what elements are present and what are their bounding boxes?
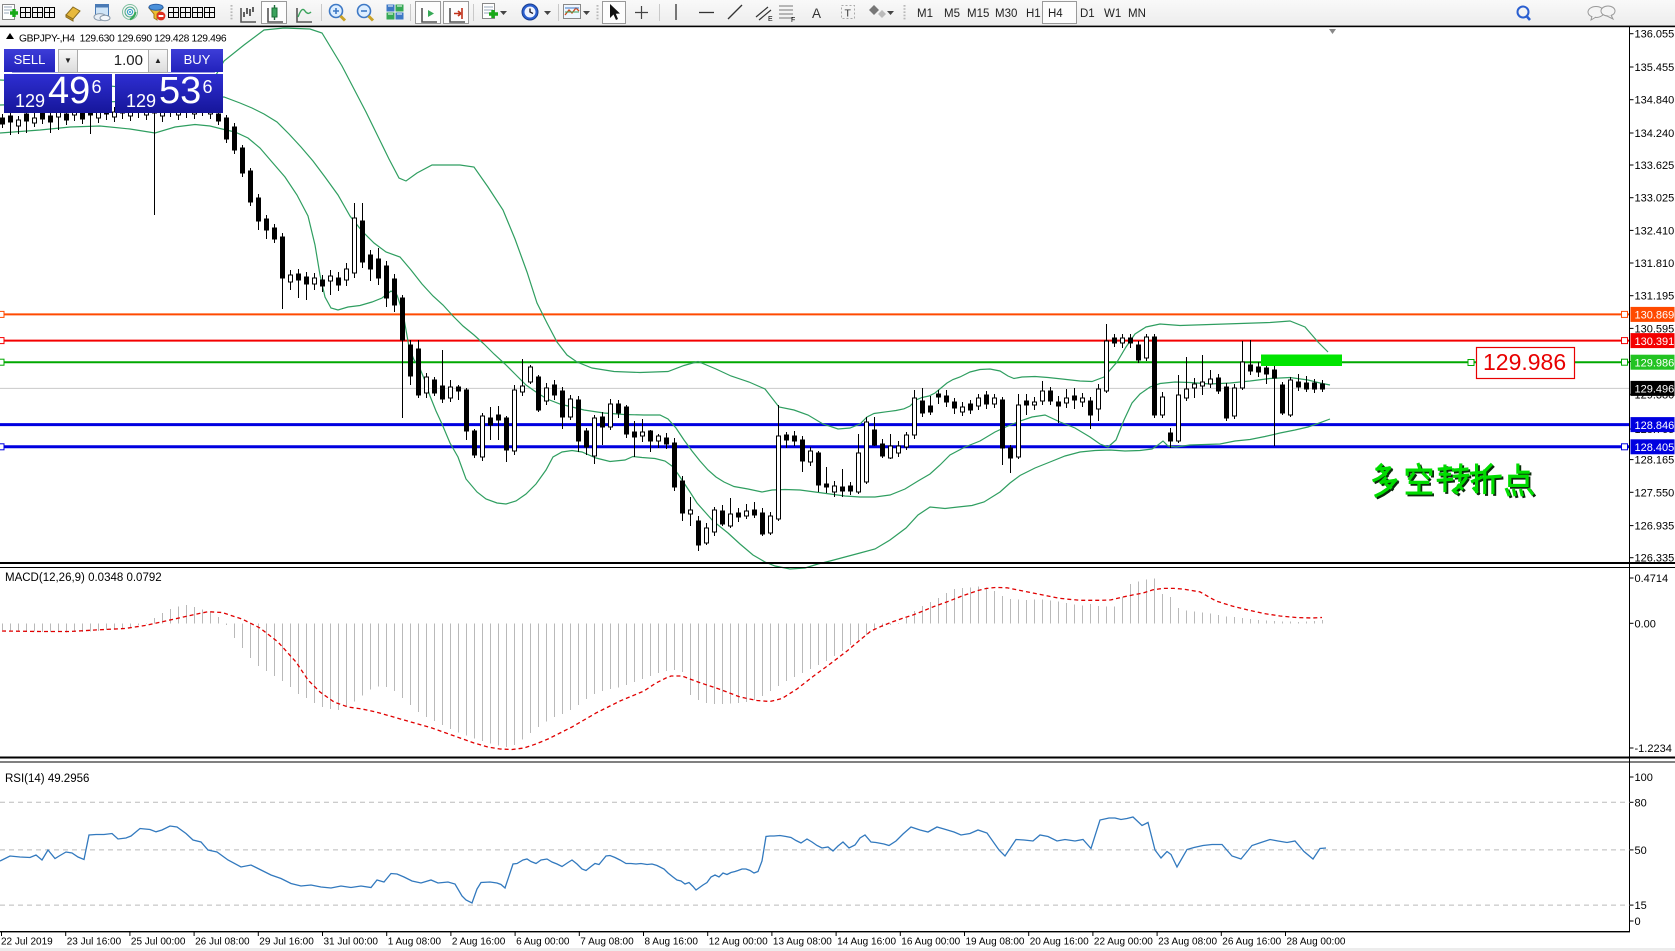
svg-text:F: F — [791, 17, 795, 24]
svg-text:13 Aug 08:00: 13 Aug 08:00 — [773, 937, 832, 948]
svg-text:134.840: 134.840 — [1635, 95, 1675, 107]
svg-text:136.055: 136.055 — [1635, 29, 1675, 41]
svg-text:128.846: 128.846 — [1635, 420, 1675, 432]
svg-text:19 Aug 08:00: 19 Aug 08:00 — [966, 937, 1025, 948]
svg-text:128.165: 128.165 — [1635, 455, 1675, 467]
svg-text:100: 100 — [1635, 772, 1653, 784]
svg-text:1 Aug 08:00: 1 Aug 08:00 — [388, 937, 442, 948]
svg-text:MACD(12,26,9) 0.0348 0.0792: MACD(12,26,9) 0.0348 0.0792 — [5, 572, 162, 584]
svg-text:132.410: 132.410 — [1635, 225, 1675, 237]
svg-text:A: A — [812, 6, 821, 21]
svg-text:133.025: 133.025 — [1635, 193, 1675, 205]
svg-text:12 Aug 00:00: 12 Aug 00:00 — [709, 937, 768, 948]
svg-text:T: T — [845, 8, 852, 20]
svg-text:-1.2234: -1.2234 — [1635, 743, 1672, 755]
svg-text:28 Aug 00:00: 28 Aug 00:00 — [1287, 937, 1346, 948]
svg-text:26 Aug 16:00: 26 Aug 16:00 — [1222, 937, 1281, 948]
svg-text:134.240: 134.240 — [1635, 128, 1675, 140]
svg-text:M5: M5 — [944, 8, 960, 20]
svg-text:16 Aug 00:00: 16 Aug 00:00 — [901, 937, 960, 948]
svg-text:130.391: 130.391 — [1635, 336, 1675, 348]
svg-text:D1: D1 — [1080, 8, 1095, 20]
svg-text:22 Aug 00:00: 22 Aug 00:00 — [1094, 937, 1153, 948]
svg-text:26 Jul 08:00: 26 Jul 08:00 — [195, 937, 250, 948]
svg-text:7 Aug 08:00: 7 Aug 08:00 — [580, 937, 634, 948]
svg-text:129.986: 129.986 — [1635, 357, 1675, 369]
svg-text:H1: H1 — [1026, 8, 1041, 20]
svg-text:129.496: 129.496 — [1635, 384, 1675, 396]
svg-text:0.00: 0.00 — [1635, 618, 1656, 630]
svg-text:127.550: 127.550 — [1635, 487, 1675, 499]
svg-text:0.4714: 0.4714 — [1635, 573, 1669, 585]
svg-text:50: 50 — [1635, 845, 1647, 857]
svg-text:128.405: 128.405 — [1635, 442, 1675, 454]
svg-text:23 Jul 16:00: 23 Jul 16:00 — [67, 937, 122, 948]
svg-text:31 Jul 00:00: 31 Jul 00:00 — [324, 937, 379, 948]
svg-text:6 Aug 00:00: 6 Aug 00:00 — [516, 937, 570, 948]
svg-text:130.869: 130.869 — [1635, 310, 1675, 322]
svg-text:133.625: 133.625 — [1635, 160, 1675, 172]
svg-text:GBPJPY-,H4 129.630 129.690 12: GBPJPY-,H4 129.630 129.690 129.428 129.4… — [19, 34, 227, 45]
svg-text:129.986: 129.986 — [1483, 349, 1566, 375]
svg-text:20 Aug 16:00: 20 Aug 16:00 — [1030, 937, 1089, 948]
svg-text:130.595: 130.595 — [1635, 323, 1675, 335]
svg-text:2 Aug 16:00: 2 Aug 16:00 — [452, 937, 506, 948]
svg-text:135.455: 135.455 — [1635, 62, 1675, 74]
svg-text:25 Jul 00:00: 25 Jul 00:00 — [131, 937, 186, 948]
svg-text:126.935: 126.935 — [1635, 521, 1675, 533]
svg-text:MN: MN — [1128, 8, 1146, 20]
svg-text:22 Jul 2019: 22 Jul 2019 — [1, 937, 53, 948]
svg-text:0: 0 — [1635, 916, 1641, 928]
svg-text:H4: H4 — [1048, 8, 1063, 20]
svg-text:E: E — [768, 16, 773, 23]
svg-text:14 Aug 16:00: 14 Aug 16:00 — [837, 937, 896, 948]
svg-text:126.335: 126.335 — [1635, 553, 1675, 565]
svg-text:23 Aug 08:00: 23 Aug 08:00 — [1158, 937, 1217, 948]
svg-text:131.195: 131.195 — [1635, 291, 1675, 303]
svg-text:M1: M1 — [917, 8, 933, 20]
svg-text:15: 15 — [1635, 900, 1647, 912]
svg-text:M30: M30 — [995, 8, 1017, 20]
svg-text:W1: W1 — [1104, 8, 1121, 20]
svg-text:131.810: 131.810 — [1635, 258, 1675, 270]
svg-text:8 Aug 16:00: 8 Aug 16:00 — [645, 937, 699, 948]
svg-text:RSI(14) 49.2956: RSI(14) 49.2956 — [5, 773, 89, 785]
svg-text:29 Jul 16:00: 29 Jul 16:00 — [259, 937, 314, 948]
svg-text:M15: M15 — [967, 8, 989, 20]
svg-text:80: 80 — [1635, 797, 1647, 809]
